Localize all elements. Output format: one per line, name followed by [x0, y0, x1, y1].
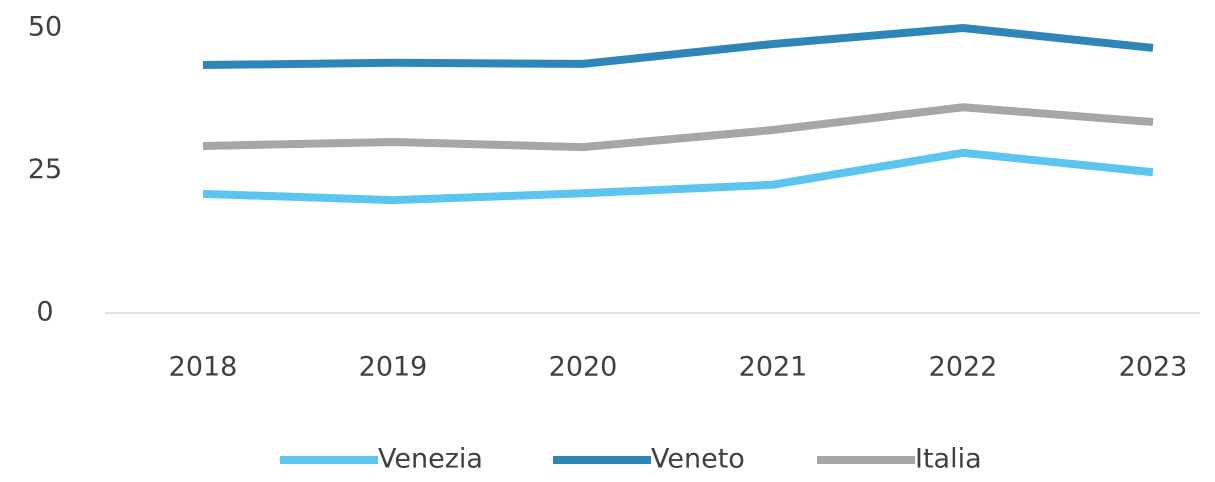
y-tick-label: 50: [28, 12, 62, 43]
legend-label: Veneto: [651, 444, 745, 475]
line-series: [202, 103, 1154, 152]
legend-label: Italia: [915, 444, 982, 475]
y-tick-label: 25: [28, 154, 62, 185]
line-series: [202, 24, 1154, 70]
x-tick-label: 2020: [549, 352, 618, 383]
y-tick-label: 0: [36, 297, 53, 328]
x-tick-label: 2023: [1119, 352, 1188, 383]
line-series: [202, 148, 1154, 205]
legend-label: Venezia: [378, 444, 483, 475]
x-tick-label: 2021: [739, 352, 808, 383]
x-tick-label: 2022: [929, 352, 998, 383]
x-tick-label: 2019: [359, 352, 428, 383]
x-tick-label: 2018: [169, 352, 238, 383]
